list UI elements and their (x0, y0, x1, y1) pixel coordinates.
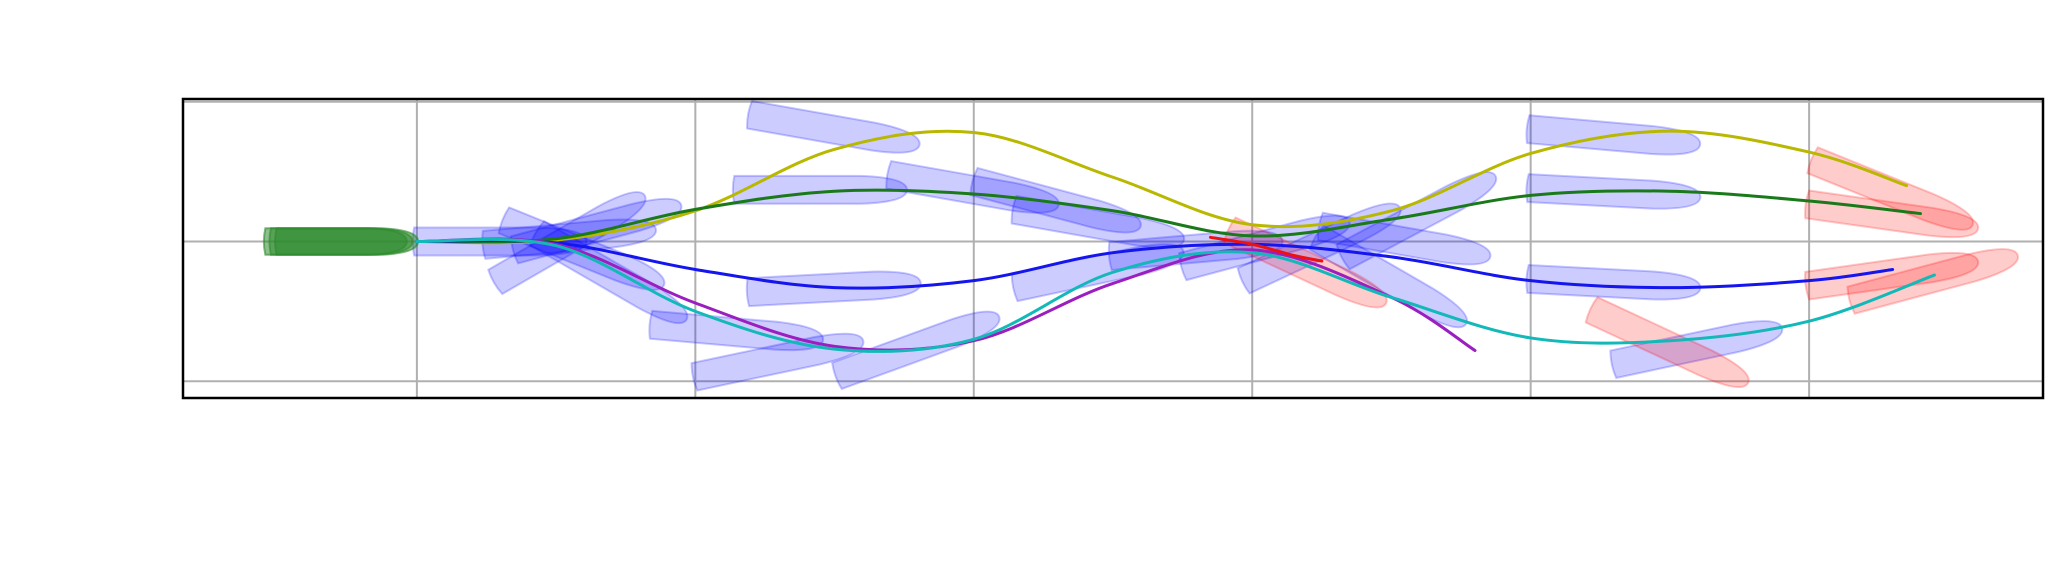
red-ship-outline-2 (1804, 251, 1980, 301)
trajectory-line-0 (415, 129, 1909, 245)
red-ship-outline-1 (1804, 189, 1980, 239)
trajectory-line-5 (1208, 235, 1324, 263)
trajectory-lines (415, 129, 1936, 353)
red-ship-outline-0 (1806, 146, 1975, 231)
trajectory-line-2 (415, 238, 1895, 290)
red-ship-outline-3 (1846, 248, 2019, 315)
trajectory-line-4 (415, 237, 1936, 353)
start-ship (262, 227, 420, 256)
blue-ship-outline-21 (1316, 211, 1492, 266)
blue-ship-outline-8 (885, 159, 1060, 214)
plot-frame (181, 97, 2045, 400)
trajectory-line-1 (415, 188, 1922, 244)
blue-ship-outline-9 (969, 166, 1142, 234)
start-ship-hull-2 (268, 227, 414, 256)
